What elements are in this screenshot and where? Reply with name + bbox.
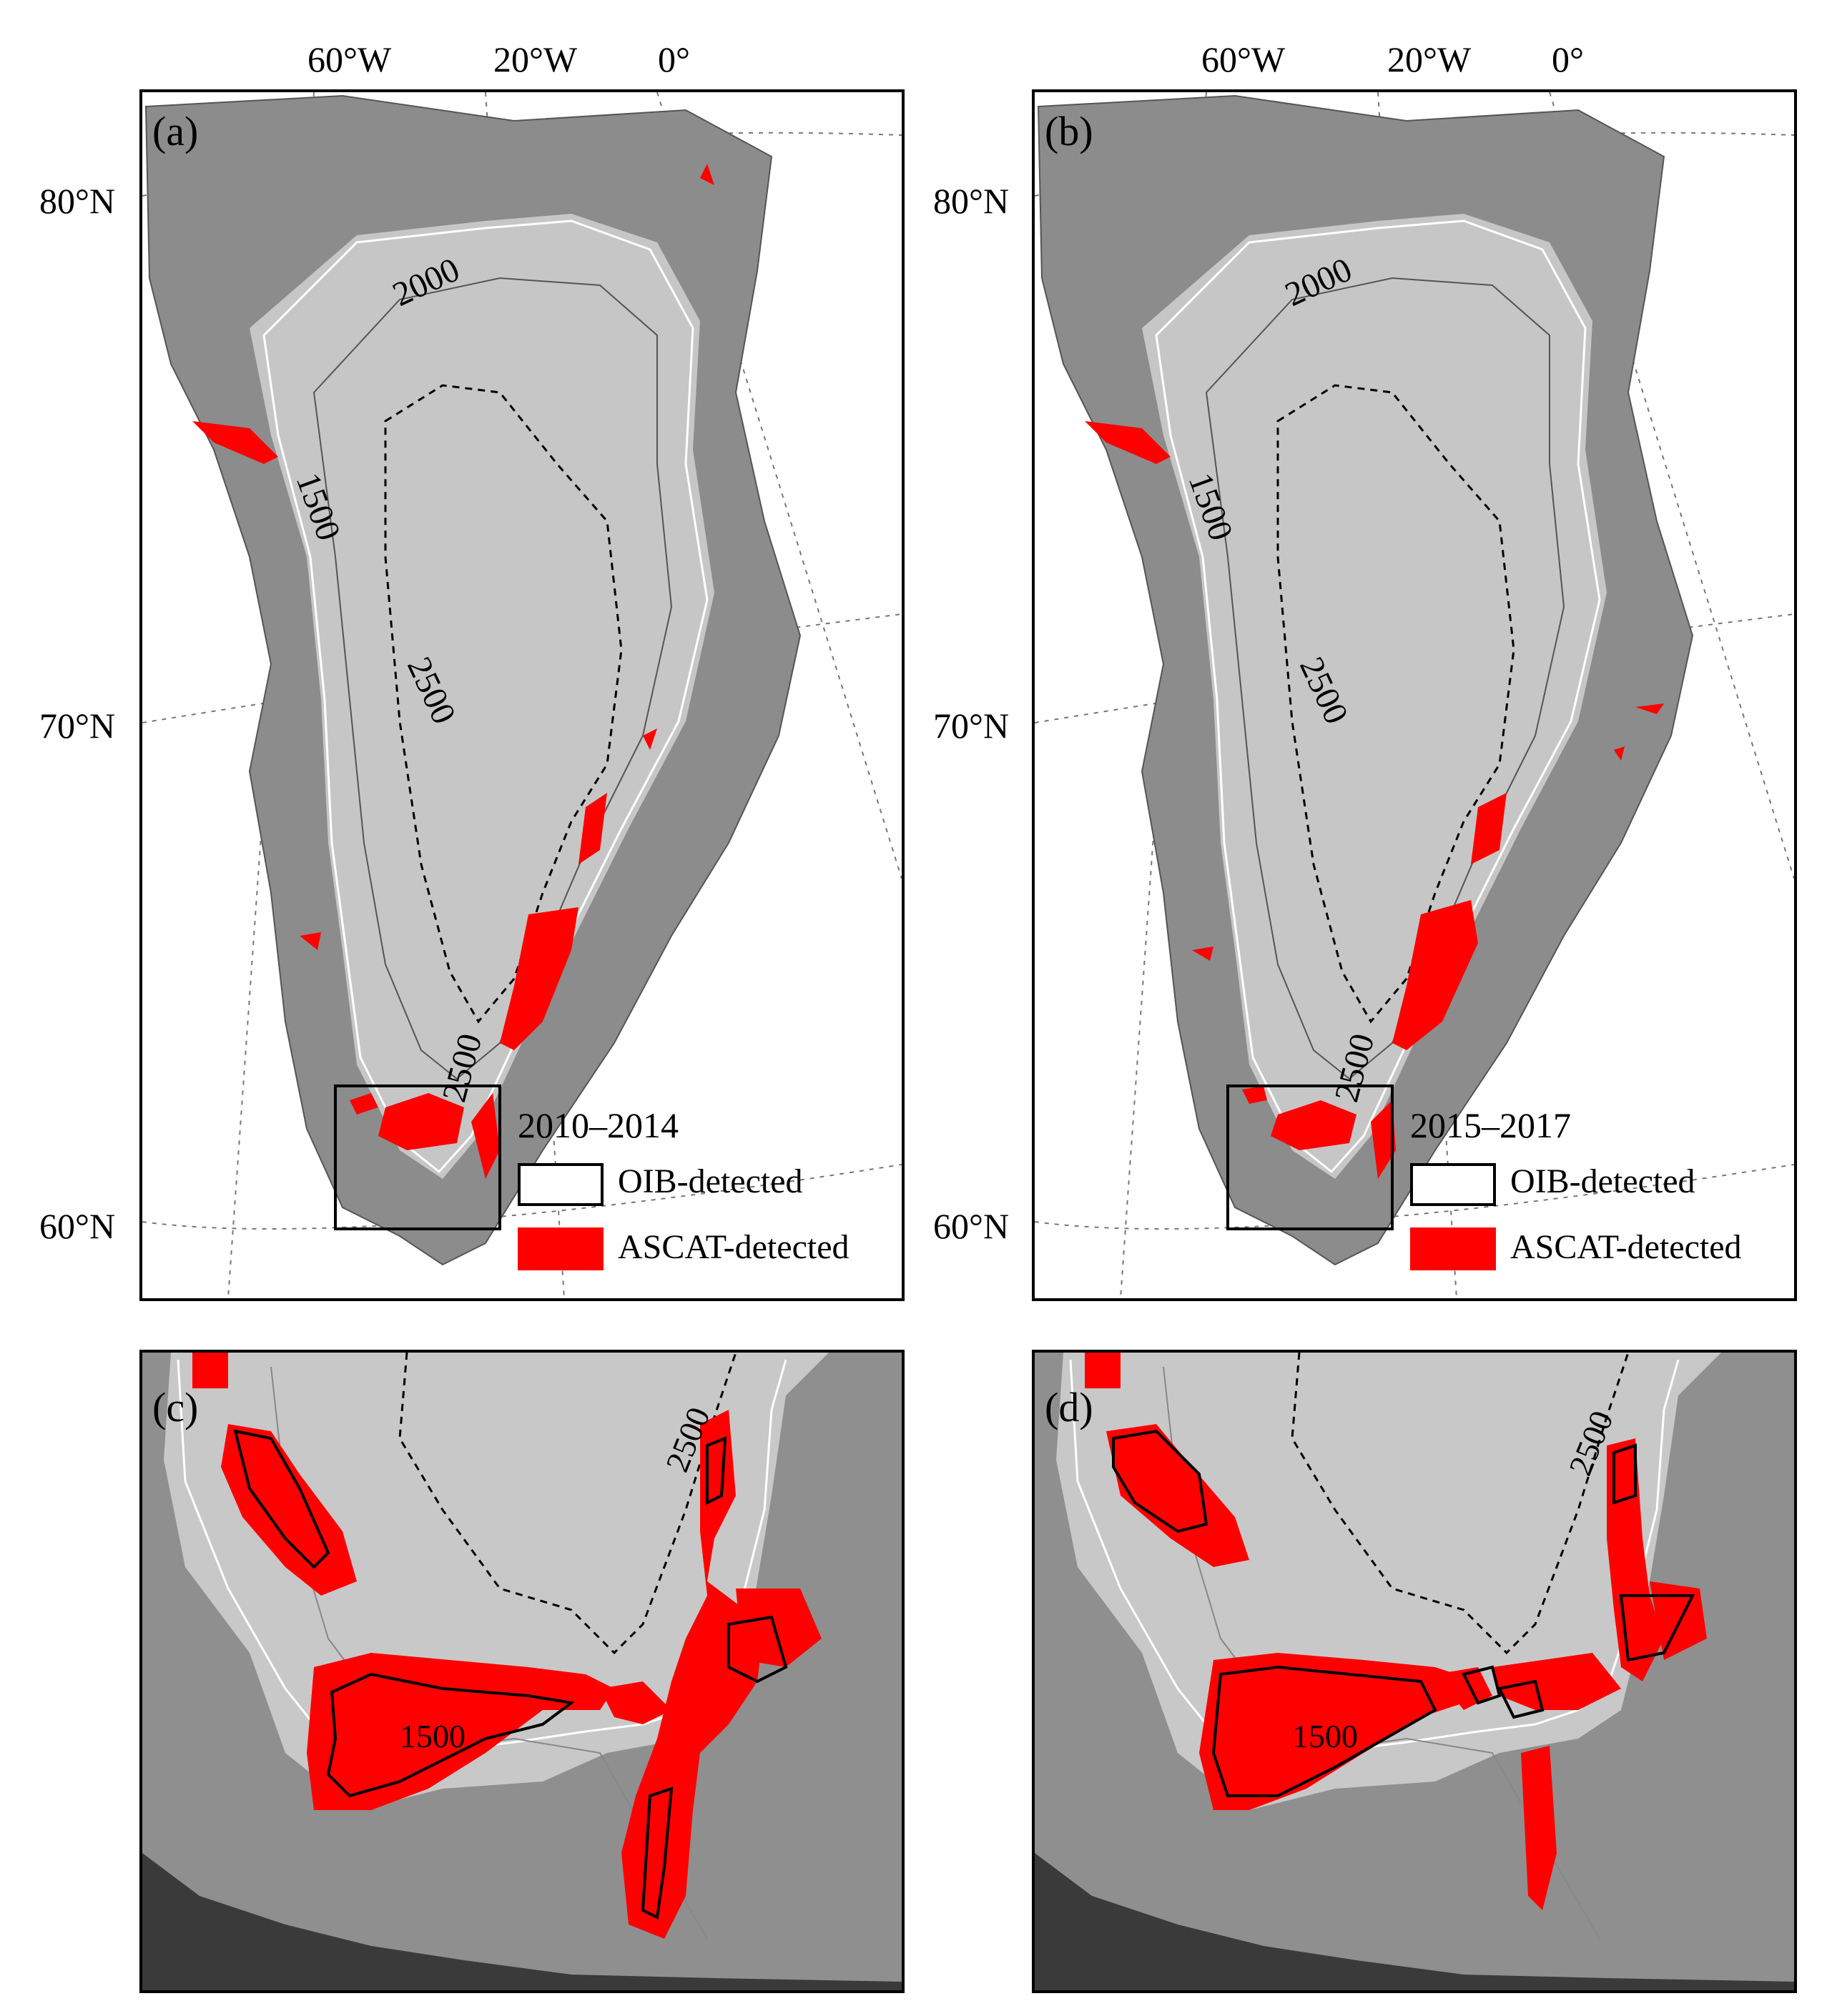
lat-label-60n-b: 60°N (933, 1206, 1010, 1246)
coast-shadow-d (1035, 1853, 1794, 1990)
ascat-detected-a (192, 164, 714, 1179)
oib-detected-c (233, 1429, 788, 1920)
legend-oib-label-b: OIB-detected (1510, 1162, 1695, 1200)
rock-terrain-c (142, 1353, 902, 1990)
legend-ascat-label-b: ASCAT-detected (1510, 1228, 1742, 1266)
contour-2500-a (384, 384, 623, 1024)
lat-label-70n: 70°N (39, 706, 116, 746)
legend-period-b: 2015–2017 (1410, 1105, 1571, 1145)
ascat-detected-d (1085, 1353, 1707, 1910)
legend-ascat-swatch-a (518, 1227, 604, 1270)
panel-label-c: (c) (152, 1384, 199, 1431)
ice-sheet-b (1142, 214, 1607, 1179)
contour-2500-b (1276, 384, 1515, 1024)
lat-label-80n-b: 80°N (933, 181, 1010, 221)
lat-label-70n-b: 70°N (933, 706, 1010, 746)
ela-line-d (1069, 1359, 1680, 1761)
legend-ascat-label-a: ASCAT-detected (618, 1228, 849, 1266)
legend-period-a: 2010–2014 (518, 1105, 679, 1145)
legend-oib-swatch-b (1410, 1163, 1496, 1206)
lon-label-20w-b: 20°W (1387, 39, 1472, 79)
contour-label-1500-c: 1500 (400, 1718, 466, 1754)
contour-2500-d (1291, 1353, 1630, 1655)
panel-d-map: 1500 2500 (d) (1032, 1350, 1797, 1993)
lon-label-60w-b: 60°W (1201, 39, 1286, 79)
legend-oib-swatch-a (518, 1163, 604, 1206)
lon-label-0-b: 0° (1552, 39, 1584, 79)
lon-label-60w: 60°W (307, 39, 392, 79)
panel-c-map: 1500 2500 (c) (139, 1350, 905, 1993)
lon-label-0: 0° (658, 39, 690, 79)
map-a-svg: 2000 1500 2500 2500 (142, 92, 902, 1298)
ice-sheet-a (250, 214, 714, 1179)
contour-2000-a (312, 277, 673, 1080)
lon-label-20w: 20°W (493, 39, 578, 79)
panel-a-map: 2000 1500 2500 2500 (a) 2010–2014 OIB-de… (139, 89, 905, 1301)
contour-label-1500-d: 1500 (1292, 1718, 1358, 1754)
rock-terrain-d (1035, 1353, 1794, 1990)
ascat-detected-b (1085, 421, 1664, 1179)
panel-label-d: (d) (1045, 1384, 1093, 1431)
ascat-detected-c (192, 1353, 822, 1939)
panel-b-map: 2000 1500 2500 2500 (b) 2015–2017 OIB-de… (1032, 89, 1797, 1301)
map-b-svg: 2000 1500 2500 2500 (1035, 92, 1794, 1298)
zoom-extent-box-a (334, 1084, 501, 1230)
ela-line-c (177, 1359, 787, 1761)
map-c-svg: 1500 2500 (142, 1353, 902, 1990)
oib-detected-d (1112, 1429, 1695, 1797)
contour-2500-c (398, 1353, 737, 1655)
legend-ascat-swatch-b (1410, 1227, 1496, 1270)
lat-label-80n: 80°N (39, 181, 116, 221)
panel-label-a: (a) (152, 108, 199, 154)
panel-label-b: (b) (1045, 108, 1093, 154)
map-d-svg: 1500 2500 (1035, 1353, 1794, 1990)
zoom-extent-box-b (1226, 1084, 1394, 1230)
lat-label-60n: 60°N (39, 1206, 116, 1246)
legend-oib-label-a: OIB-detected (618, 1162, 803, 1200)
contour-2000-b (1205, 277, 1565, 1080)
coast-shadow-c (142, 1853, 902, 1990)
